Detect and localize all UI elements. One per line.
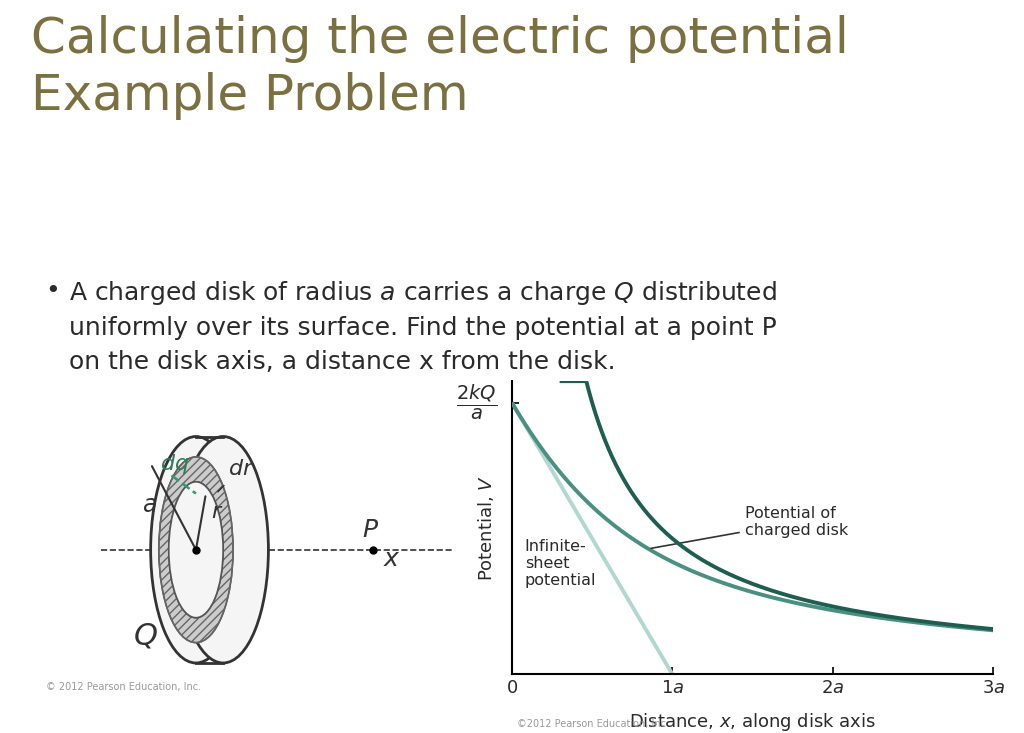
Text: $a$: $a$ <box>141 493 157 517</box>
Text: Infinite-
sheet
potential: Infinite- sheet potential <box>525 539 596 589</box>
Text: Calculating the electric potential
Example Problem: Calculating the electric potential Examp… <box>31 15 849 120</box>
Ellipse shape <box>159 457 233 643</box>
X-axis label: Distance, $x$, along disk axis: Distance, $x$, along disk axis <box>629 711 877 733</box>
Text: $r$: $r$ <box>211 502 223 522</box>
Text: A charged disk of radius $a$ carries a charge $Q$ distributed
uniformly over its: A charged disk of radius $a$ carries a c… <box>70 279 777 374</box>
Ellipse shape <box>169 482 223 618</box>
Text: $dq$: $dq$ <box>160 452 189 476</box>
Text: © 2012 Pearson Education, Inc.: © 2012 Pearson Education, Inc. <box>46 682 202 692</box>
Ellipse shape <box>178 437 268 663</box>
Text: Potential of
charged disk: Potential of charged disk <box>651 506 848 548</box>
Text: $x$: $x$ <box>383 547 401 571</box>
Ellipse shape <box>169 482 223 618</box>
Text: $Q$: $Q$ <box>132 622 158 651</box>
Text: $P$: $P$ <box>361 518 379 542</box>
Text: •: • <box>45 279 60 303</box>
Text: $dr$: $dr$ <box>227 460 254 479</box>
Text: ©2012 Pearson Education, Inc.: ©2012 Pearson Education, Inc. <box>517 719 669 729</box>
Y-axis label: Potential, $V$: Potential, $V$ <box>476 474 496 581</box>
Ellipse shape <box>151 437 242 663</box>
Text: $\dfrac{2kQ}{a}$: $\dfrac{2kQ}{a}$ <box>456 383 498 422</box>
